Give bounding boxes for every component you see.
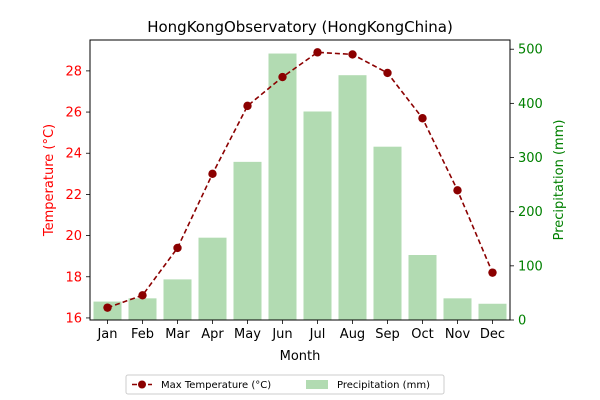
left-y-axis: 16 18 20 22 24 26 28 — [65, 64, 90, 326]
right-y-tick-label: 500 — [518, 43, 543, 58]
precipitation-bar-nov — [443, 298, 472, 320]
right-y-tick-label: 100 — [518, 259, 543, 274]
temperature-point-jun — [278, 72, 287, 82]
right-y-axis: 0 100 200 300 400 500 — [510, 43, 543, 329]
legend-label-precipitation: Precipitation (mm) — [337, 380, 430, 391]
legend-bar-swatch — [306, 380, 328, 389]
temperature-point-mar — [173, 243, 182, 253]
precipitation-bar-sep — [373, 146, 402, 320]
x-tick-label: Jun — [271, 327, 292, 342]
right-y-axis-label: Precipitation (mm) — [552, 120, 567, 241]
precipitation-bar-jul — [303, 111, 332, 321]
legend-frame — [125, 374, 445, 395]
x-axis: Jan Feb Mar Apr May Jun Jul Aug Sep Oct Nov Dec — [96, 320, 505, 342]
right-y-tick-label: 200 — [518, 205, 543, 220]
temperature-point-apr — [208, 169, 217, 179]
left-y-tick-label: 28 — [65, 64, 82, 79]
precipitation-bar-aug — [338, 75, 367, 320]
x-tick-label: Sep — [375, 327, 400, 342]
x-axis-label: Month — [280, 349, 321, 364]
temperature-point-dec — [488, 268, 497, 277]
x-tick-label: Jan — [96, 327, 117, 342]
right-y-tick-label: 0 — [518, 314, 526, 329]
left-y-tick-label: 22 — [65, 188, 82, 203]
right-y-tick-label: 400 — [518, 97, 543, 112]
left-y-tick-label: 16 — [65, 311, 82, 326]
temperature-point-oct — [418, 114, 427, 123]
legend-label-temperature: Max Temperature (°C) — [161, 380, 271, 391]
x-tick-label: Dec — [480, 327, 505, 342]
x-tick-label: Nov — [445, 327, 471, 342]
temperature-line-path — [107, 51, 494, 309]
x-tick-label: Apr — [201, 327, 224, 342]
temperature-point-feb — [138, 291, 147, 300]
temperature-point-nov — [453, 186, 462, 195]
precipitation-bar-dec — [478, 303, 507, 320]
x-tick-label: Feb — [131, 327, 154, 342]
temperature-point-jul — [313, 48, 322, 57]
precipitation-bars — [93, 53, 507, 321]
right-y-tick-label: 300 — [518, 151, 543, 166]
temperature-point-jan — [103, 303, 112, 312]
legend-line-marker — [138, 380, 146, 389]
temperature-point-sep — [383, 68, 392, 78]
precipitation-bar-apr — [198, 237, 227, 320]
precipitation-bar-may — [233, 161, 262, 320]
temperature-line — [103, 48, 497, 312]
left-y-tick-label: 20 — [65, 229, 82, 244]
x-tick-label: Aug — [340, 327, 365, 342]
left-y-tick-label: 24 — [65, 147, 82, 162]
precipitation-bar-jun — [268, 53, 297, 320]
x-tick-label: Jul — [309, 327, 326, 342]
left-y-axis-label: Temperature (°C) — [42, 124, 57, 237]
legend: Max Temperature (°C) Precipitation (mm) — [125, 374, 445, 395]
x-tick-label: May — [234, 327, 261, 342]
left-y-tick-label: 26 — [65, 106, 82, 121]
left-y-tick-label: 18 — [65, 270, 82, 285]
temperature-point-aug — [348, 50, 357, 59]
temperature-point-may — [243, 101, 252, 111]
precipitation-bar-oct — [408, 255, 437, 320]
x-tick-label: Oct — [411, 327, 433, 342]
plot-frame — [89, 39, 511, 321]
precipitation-bar-feb — [128, 298, 157, 320]
x-tick-label: Mar — [165, 327, 190, 342]
chart-title: HongKongObservatory (HongKongChina) — [147, 18, 453, 36]
precipitation-bar-mar — [163, 279, 192, 320]
